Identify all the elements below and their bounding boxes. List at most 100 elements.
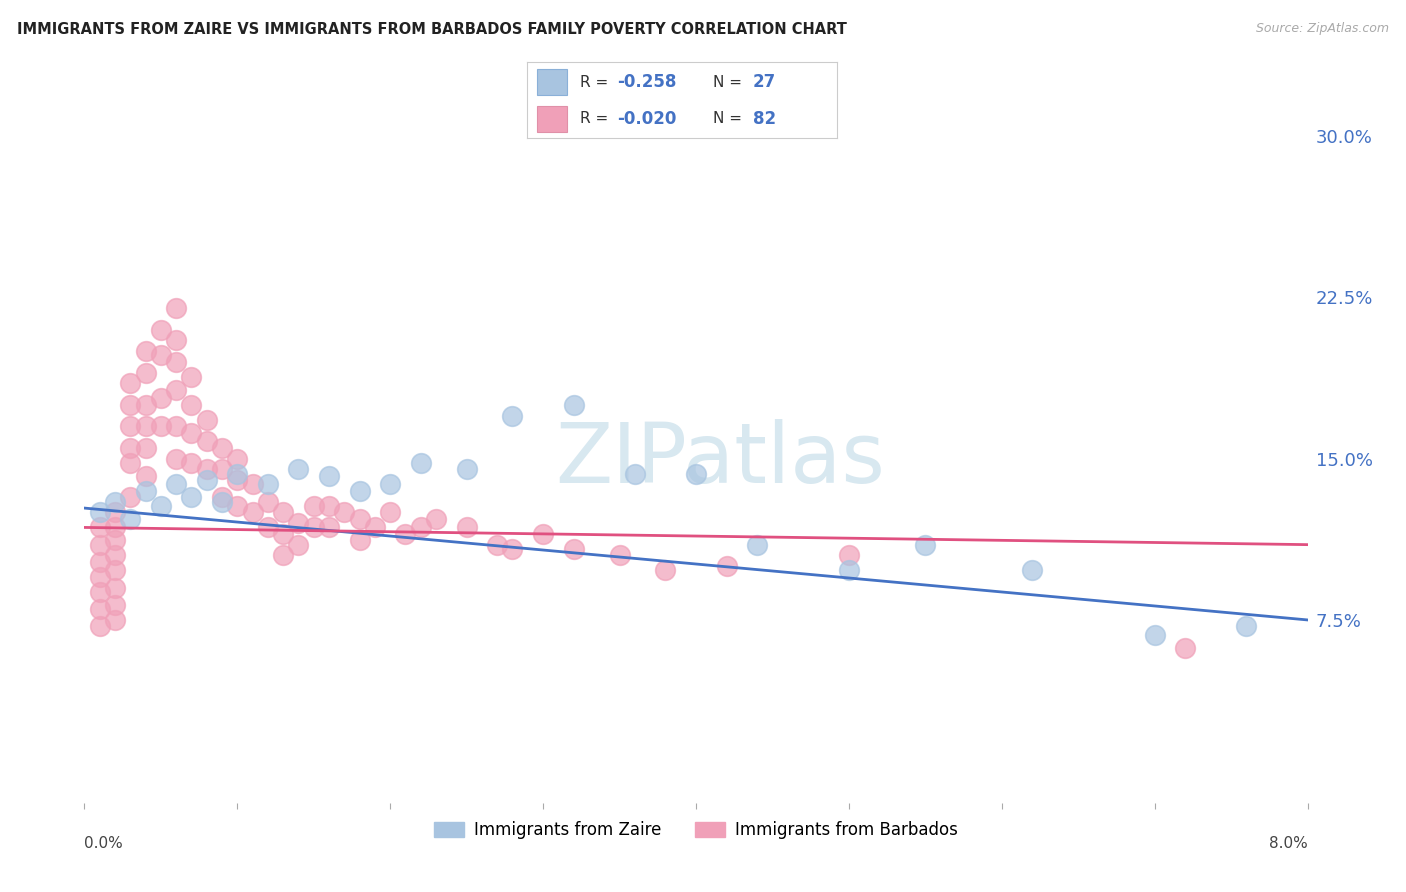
Point — [318, 468, 340, 483]
Point — [394, 527, 416, 541]
Point — [654, 564, 676, 578]
Point — [333, 505, 356, 519]
Point — [562, 541, 585, 556]
Point — [562, 398, 585, 412]
Text: 0.0%: 0.0% — [84, 836, 124, 851]
Point — [89, 585, 111, 599]
Point — [502, 409, 524, 423]
Point — [271, 549, 294, 563]
Point — [104, 598, 127, 612]
Point — [287, 538, 309, 552]
Point — [180, 369, 202, 384]
Point — [409, 520, 432, 534]
Point — [149, 348, 172, 362]
Point — [180, 398, 202, 412]
Point — [89, 570, 111, 584]
Point — [716, 559, 738, 574]
FancyBboxPatch shape — [537, 69, 568, 95]
Legend: Immigrants from Zaire, Immigrants from Barbados: Immigrants from Zaire, Immigrants from B… — [427, 814, 965, 846]
Point — [318, 499, 340, 513]
Point — [149, 419, 172, 434]
Point — [425, 512, 447, 526]
Point — [135, 344, 157, 359]
Point — [287, 462, 309, 476]
Point — [838, 564, 860, 578]
Text: R =: R = — [579, 111, 613, 126]
Point — [149, 322, 172, 336]
Point — [456, 520, 478, 534]
Text: -0.020: -0.020 — [617, 110, 676, 128]
Point — [747, 538, 769, 552]
Point — [89, 538, 111, 552]
Point — [242, 505, 264, 519]
Point — [349, 483, 371, 498]
Point — [89, 505, 111, 519]
Text: -0.258: -0.258 — [617, 73, 676, 91]
Point — [502, 541, 524, 556]
Point — [914, 538, 936, 552]
Point — [349, 533, 371, 548]
Text: ZIPatlas: ZIPatlas — [555, 418, 886, 500]
Point — [226, 467, 249, 481]
Point — [226, 451, 249, 466]
Point — [271, 505, 294, 519]
Point — [180, 491, 202, 505]
Text: N =: N = — [713, 75, 747, 90]
Point — [89, 520, 111, 534]
Point — [226, 473, 249, 487]
Point — [135, 419, 157, 434]
Point — [1236, 619, 1258, 633]
Point — [257, 477, 280, 491]
FancyBboxPatch shape — [537, 105, 568, 132]
Text: R =: R = — [579, 75, 613, 90]
Text: 8.0%: 8.0% — [1268, 836, 1308, 851]
Point — [149, 499, 172, 513]
Point — [226, 499, 249, 513]
Point — [165, 301, 187, 315]
Point — [165, 355, 187, 369]
Text: N =: N = — [713, 111, 747, 126]
Point — [409, 456, 432, 470]
Point — [211, 462, 233, 476]
Point — [609, 549, 631, 563]
Point — [302, 520, 325, 534]
Point — [89, 602, 111, 616]
Point — [456, 462, 478, 476]
Point — [135, 366, 157, 380]
Point — [195, 413, 218, 427]
Point — [211, 494, 233, 508]
Point — [486, 538, 509, 552]
Point — [685, 467, 707, 481]
Point — [349, 512, 371, 526]
Text: 27: 27 — [754, 73, 776, 91]
Point — [165, 383, 187, 397]
Text: IMMIGRANTS FROM ZAIRE VS IMMIGRANTS FROM BARBADOS FAMILY POVERTY CORRELATION CHA: IMMIGRANTS FROM ZAIRE VS IMMIGRANTS FROM… — [17, 22, 846, 37]
Point — [165, 477, 187, 491]
Point — [120, 419, 142, 434]
Point — [104, 564, 127, 578]
Point — [135, 441, 157, 455]
Point — [135, 468, 157, 483]
Point — [1174, 640, 1197, 655]
Point — [287, 516, 309, 530]
Point — [364, 520, 387, 534]
Point — [149, 392, 172, 406]
Point — [211, 441, 233, 455]
Point — [257, 520, 280, 534]
Point — [195, 462, 218, 476]
Point — [120, 441, 142, 455]
Point — [104, 581, 127, 595]
Point — [211, 491, 233, 505]
Point — [271, 527, 294, 541]
Point — [180, 425, 202, 440]
Point — [318, 520, 340, 534]
Point — [135, 483, 157, 498]
Point — [195, 434, 218, 449]
Point — [104, 494, 127, 508]
Point — [120, 376, 142, 391]
Point — [242, 477, 264, 491]
Point — [89, 555, 111, 569]
Point — [1021, 564, 1043, 578]
Point — [165, 419, 187, 434]
Point — [195, 473, 218, 487]
